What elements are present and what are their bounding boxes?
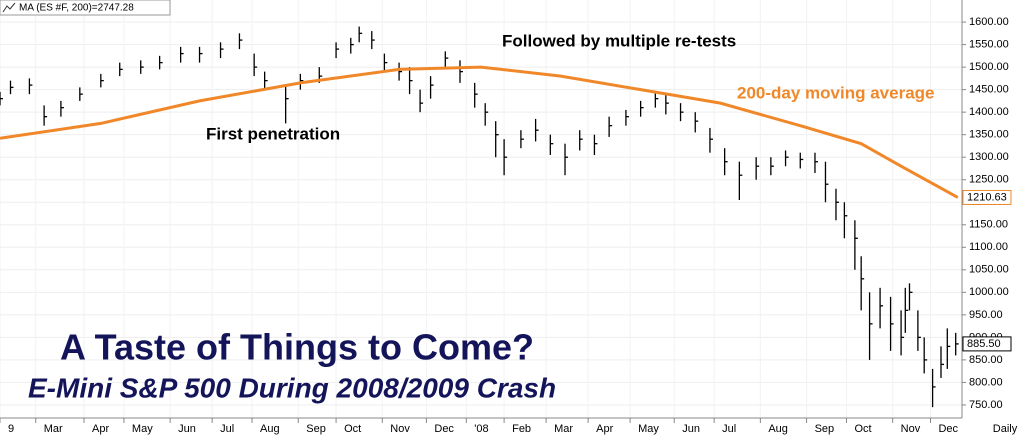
x-tick-label: Dec bbox=[434, 423, 454, 435]
x-tick-label: May bbox=[132, 423, 153, 435]
x-tick-label: Nov bbox=[901, 423, 921, 435]
indicator-box bbox=[0, 0, 171, 16]
x-tick-label: Apr bbox=[92, 423, 109, 435]
y-tick-label: 1050.00 bbox=[969, 264, 1009, 276]
ma-price-label: 1210.63 bbox=[967, 191, 1007, 203]
x-tick-label: Mar bbox=[554, 423, 573, 435]
y-tick-label: 1000.00 bbox=[969, 286, 1009, 298]
indicator-label: MA (ES #F, 200)=2747.28 bbox=[19, 3, 134, 14]
x-tick-label: Sep bbox=[815, 423, 835, 435]
annotation: Followed by multiple re-tests bbox=[502, 31, 736, 50]
indicator-icon bbox=[2, 2, 16, 13]
y-tick-label: 1450.00 bbox=[969, 84, 1009, 96]
y-tick-label: 1500.00 bbox=[969, 61, 1009, 73]
chart-title: A Taste of Things to Come? bbox=[60, 327, 534, 368]
x-tick-label: Nov bbox=[390, 423, 410, 435]
y-tick-label: 800.00 bbox=[969, 376, 1003, 388]
periodicity-label: Daily bbox=[993, 423, 1018, 435]
x-tick-label: May bbox=[638, 423, 659, 435]
y-tick-label: 1600.00 bbox=[969, 16, 1009, 28]
y-tick-label: 1150.00 bbox=[969, 219, 1008, 231]
y-tick-label: 1250.00 bbox=[969, 174, 1009, 186]
x-tick-label: Mar bbox=[44, 423, 63, 435]
x-tick-label: Feb bbox=[512, 423, 531, 435]
x-tick-label: Aug bbox=[260, 423, 280, 435]
x-tick-label: Aug bbox=[768, 423, 788, 435]
x-tick-label: Sep bbox=[306, 423, 326, 435]
annotation: First penetration bbox=[206, 124, 340, 143]
x-tick-label: Jun bbox=[682, 423, 700, 435]
y-tick-label: 1550.00 bbox=[969, 38, 1009, 50]
x-tick-label: Apr bbox=[596, 423, 613, 435]
x-tick-label: Jun bbox=[178, 423, 196, 435]
y-tick-label: 1300.00 bbox=[969, 151, 1009, 163]
x-tick-label: 9 bbox=[8, 423, 14, 435]
y-tick-label: 750.00 bbox=[969, 399, 1003, 411]
x-tick-label: Dec bbox=[938, 423, 958, 435]
y-tick-label: 1400.00 bbox=[969, 106, 1009, 118]
x-tick-label: Jul bbox=[220, 423, 234, 435]
x-tick-label: Oct bbox=[344, 423, 361, 435]
y-tick-label: 950.00 bbox=[969, 309, 1003, 321]
ma-price-tag bbox=[962, 189, 1012, 205]
y-tick-label: 850.00 bbox=[969, 354, 1003, 366]
y-tick-label: 1100.00 bbox=[969, 241, 1008, 253]
annotation: 200-day moving average bbox=[737, 83, 934, 102]
last-price-label: 885.50 bbox=[967, 338, 1001, 350]
x-tick-label: Oct bbox=[854, 423, 871, 435]
last-price-tag bbox=[962, 336, 1012, 352]
y-tick-label: 1350.00 bbox=[969, 129, 1009, 141]
chart-subtitle: E-Mini S&P 500 During 2008/2009 Crash bbox=[28, 372, 556, 403]
x-tick-label: '08 bbox=[474, 423, 488, 435]
x-tick-label: Jul bbox=[722, 423, 736, 435]
moving-average-line bbox=[0, 65, 959, 199]
